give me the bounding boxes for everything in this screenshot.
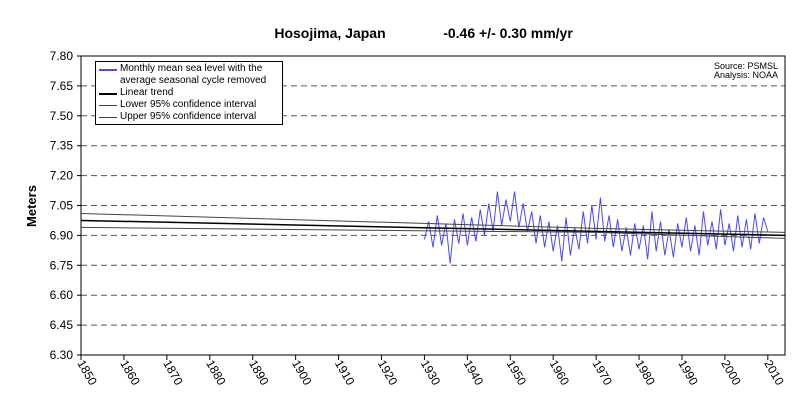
x-tick-label: 1920	[375, 358, 401, 388]
data-line	[80, 226, 786, 239]
x-tick-label: 1940	[461, 358, 487, 388]
x-tick-label: 1900	[289, 358, 315, 388]
y-tick-label: 7.50	[50, 109, 74, 123]
legend-label: Monthly mean sea level with the average …	[120, 63, 267, 86]
x-tick-label: 1890	[246, 358, 272, 388]
y-tick-label: 7.20	[50, 169, 74, 183]
data-line	[80, 219, 786, 237]
x-tick-label: 2010	[761, 358, 787, 388]
x-tick-label: 1870	[160, 358, 186, 388]
y-tick-label: 7.05	[50, 199, 74, 213]
x-tick-label: 1850	[74, 358, 100, 388]
legend-label: Upper 95% confidence interval	[120, 111, 257, 122]
analysis-note: Analysis: NOAA	[714, 70, 778, 80]
x-tick-label: 1860	[117, 358, 143, 388]
chart-subtitle: -0.46 +/- 0.30 mm/yr	[443, 25, 573, 41]
x-tick-label: 1880	[203, 358, 229, 388]
chart-title: Hosojima, Japan	[274, 25, 385, 41]
y-axis-label: Meters	[24, 185, 39, 227]
x-tick-label: 1990	[675, 358, 701, 388]
legend-label: Lower 95% confidence interval	[120, 99, 257, 110]
y-tick-label: 6.90	[50, 228, 74, 242]
x-tick-label: 1970	[590, 358, 616, 388]
y-tick-label: 7.65	[50, 79, 74, 93]
legend-swatch	[99, 105, 117, 106]
data-line	[80, 212, 786, 233]
x-tick-label: 1950	[504, 358, 530, 388]
data-line	[423, 191, 769, 264]
legend: Monthly mean sea level with the average …	[95, 61, 283, 125]
y-tick-label: 6.45	[50, 318, 74, 332]
x-tick-label: 1930	[418, 358, 444, 388]
source-note: Source: PSMSL	[714, 61, 778, 71]
y-tick-label: 7.35	[50, 139, 74, 153]
x-tick-label: 1960	[547, 358, 573, 388]
legend-label: Linear trend	[120, 87, 174, 98]
legend-item: Linear trend	[96, 87, 282, 99]
y-tick-label: 6.60	[50, 288, 74, 302]
x-tick-label: 1980	[632, 358, 658, 388]
legend-item: Lower 95% confidence interval	[96, 99, 282, 111]
y-tick-label: 6.75	[50, 258, 74, 272]
y-tick-label: 7.80	[50, 49, 74, 63]
legend-swatch	[99, 117, 117, 118]
legend-item: Upper 95% confidence interval	[96, 111, 282, 123]
legend-swatch	[99, 69, 117, 71]
plot-frame	[80, 55, 786, 356]
x-tick-label: 1910	[332, 358, 358, 388]
legend-swatch	[99, 93, 117, 95]
y-tick-label: 6.30	[50, 348, 74, 362]
legend-item: Monthly mean sea level with the average …	[96, 63, 282, 87]
x-tick-label: 2000	[718, 358, 744, 388]
